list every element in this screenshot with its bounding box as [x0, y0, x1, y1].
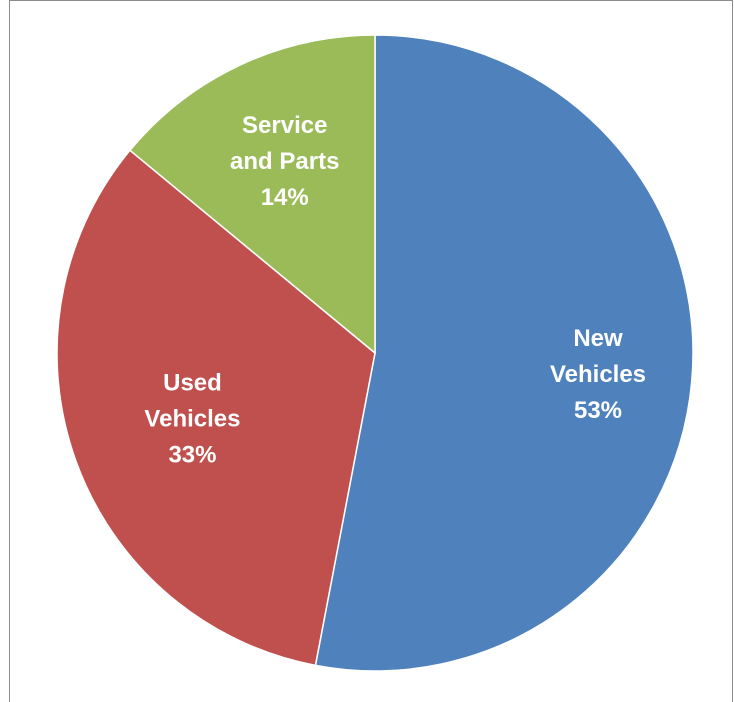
pie-label-line: Vehicles [550, 361, 646, 388]
pie-label-line: Service [242, 112, 327, 139]
pie-slice-new-vehicles [314, 34, 694, 672]
pie-labels: New Vehicles 53% Used Vehicles 33% Service and … [144, 112, 646, 469]
pie-label-new-vehicles: New Vehicles 53% [550, 325, 646, 424]
pie-label-line: and Parts [230, 148, 339, 175]
pie-slices [56, 34, 694, 672]
pie-label-percent: 14% [261, 184, 309, 211]
pie-label-line: Used [163, 370, 222, 397]
pie-label-percent: 33% [168, 442, 216, 469]
pie-label-used-vehicles: Used Vehicles 33% [144, 370, 240, 469]
pie-label-percent: 53% [574, 397, 622, 424]
pie-slice-service-and-parts [128, 34, 376, 355]
pie-slice-used-vehicles [56, 149, 376, 667]
pie-label-line: New [573, 325, 623, 352]
pie-label-line: Vehicles [144, 406, 240, 433]
pie-label-service-and-parts: Service and Parts 14% [230, 112, 339, 211]
